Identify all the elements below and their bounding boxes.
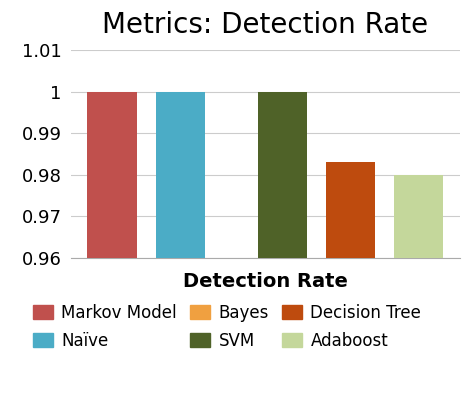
Bar	[258, 92, 307, 416]
Bar	[155, 92, 205, 416]
Bar	[88, 92, 137, 416]
Bar	[326, 162, 375, 416]
Title: Metrics: Detection Rate: Metrics: Detection Rate	[102, 11, 428, 39]
X-axis label: Detection Rate: Detection Rate	[183, 272, 348, 291]
Legend: Markov Model, Naïve, Bayes, SVM, Decision Tree, Adaboost: Markov Model, Naïve, Bayes, SVM, Decisio…	[33, 304, 421, 350]
Bar	[394, 175, 443, 416]
